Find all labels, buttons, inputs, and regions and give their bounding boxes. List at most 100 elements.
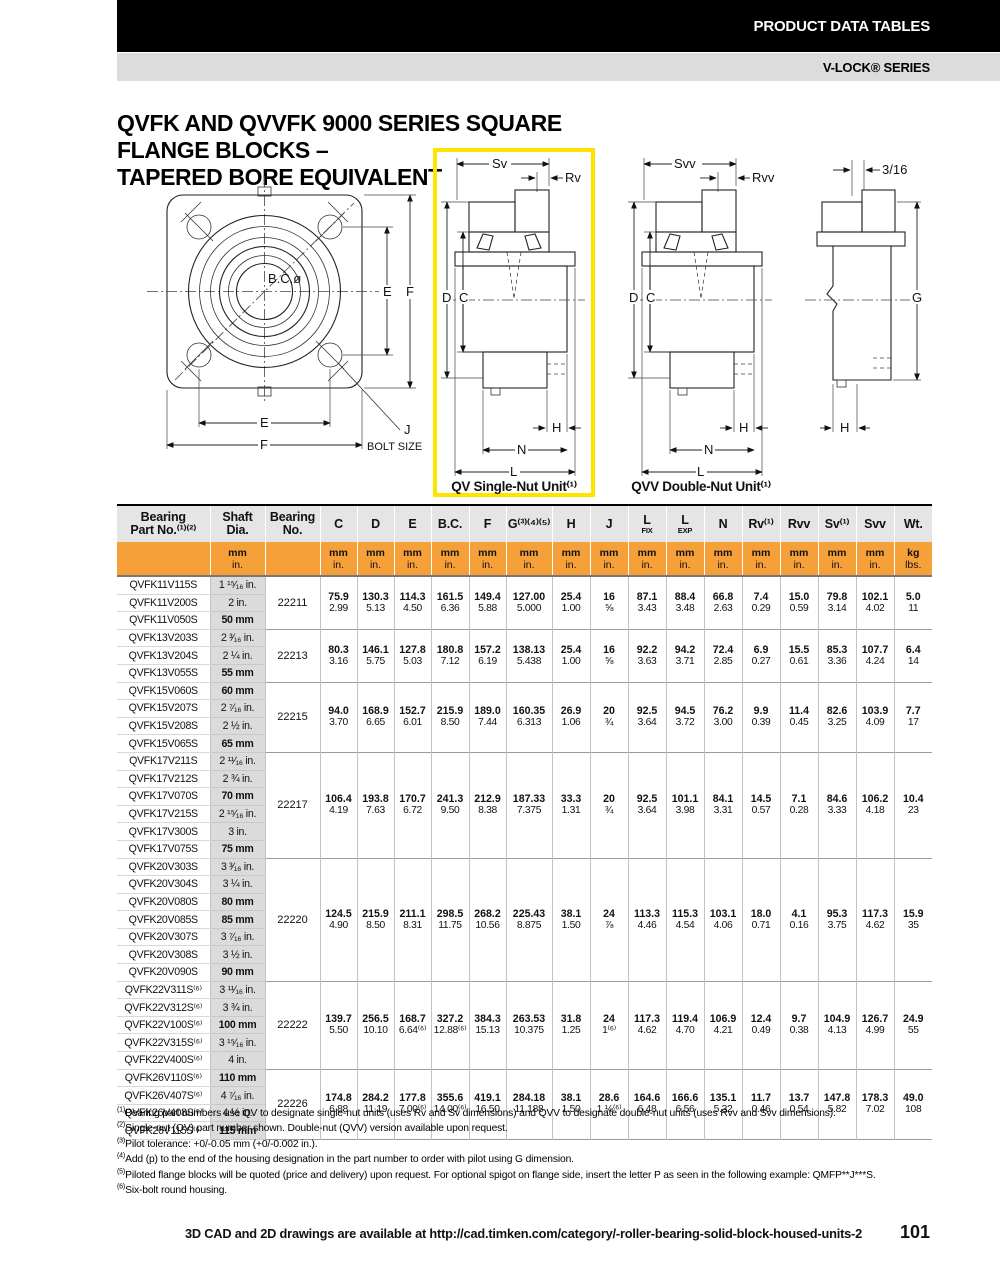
units-cell: mm in. bbox=[627, 542, 666, 577]
dimension-value-cell: 103.1 4.06 bbox=[703, 857, 742, 982]
part-number-cell: QVFK17V215S bbox=[117, 805, 210, 824]
table-row: QVFK17V211S 2 ¹¹⁄₁₆ in. 22217 106.4 4.19 193.… bbox=[117, 751, 932, 858]
dimension-value-cell: 114.3 4.50 bbox=[393, 576, 431, 630]
shaft-dia-cell: 4 ⁷⁄₁₆ in. bbox=[209, 1086, 265, 1105]
dimension-value-cell: 84.1 3.31 bbox=[703, 751, 742, 858]
shaft-dia-cell: 85 mm bbox=[209, 910, 265, 929]
units-cell: mm in. bbox=[665, 542, 704, 577]
dim-svv-label: Svv bbox=[674, 156, 696, 171]
dimension-value-cell: 139.7 5.50 bbox=[319, 980, 357, 1070]
dimension-value-cell: 157.2 6.19 bbox=[468, 628, 506, 683]
dimension-value-cell: 327.2 12.88⁽⁶⁾ bbox=[430, 980, 469, 1070]
dimension-value-cell: 94.5 3.72 bbox=[665, 681, 704, 753]
table-row: QVFK20V085S 85 mm bbox=[117, 910, 932, 929]
table-row: QVFK22V315S⁽⁶⁾ 3 ¹⁵⁄₁₆ in. bbox=[117, 1033, 932, 1053]
units-cell: kg lbs. bbox=[893, 542, 932, 577]
page-header-bar: PRODUCT DATA TABLES bbox=[117, 0, 1000, 52]
header-bar-label: PRODUCT DATA TABLES bbox=[753, 17, 931, 35]
table-row: QVFK15V065S 65 mm bbox=[117, 734, 932, 753]
dimension-value-cell: 9.9 0.39 bbox=[741, 681, 780, 753]
dimension-value-cell: 87.1 3.43 bbox=[627, 576, 666, 630]
dim-n-label: N bbox=[704, 442, 713, 457]
dimension-value-cell: 20 ¾ bbox=[589, 681, 628, 753]
units-cell: mm in. bbox=[817, 542, 856, 577]
dimension-value-cell: 104.9 4.13 bbox=[817, 980, 856, 1070]
shaft-dia-cell: 3 ¾ in. bbox=[209, 998, 265, 1017]
part-number-cell: QVFK17V070S bbox=[117, 787, 210, 806]
units-cell: mm in. bbox=[393, 542, 431, 577]
shaft-dia-cell: 4 in. bbox=[209, 1051, 265, 1070]
page-title-line1: QVFK AND QVVFK 9000 SERIES SQUARE FLANGE… bbox=[117, 110, 562, 163]
dimension-value-cell: 5.0 11 bbox=[893, 576, 932, 630]
bc-diameter-label: B.C.ø bbox=[268, 271, 301, 286]
part-number-cell: QVFK13V055S bbox=[117, 664, 210, 683]
dim-n-label: N bbox=[517, 442, 526, 457]
footnotes-block: (1)Bearing part numbers use QV to design… bbox=[117, 1106, 930, 1198]
table-row: QVFK11V200S 2 in. bbox=[117, 594, 932, 613]
bearing-no-cell: 22220 bbox=[264, 857, 320, 982]
bearing-no-cell: 22226 bbox=[264, 1068, 320, 1140]
shaft-dia-cell: 2 ½ in. bbox=[209, 717, 265, 736]
shaft-dia-cell: 50 mm bbox=[209, 611, 265, 630]
dimension-value-cell: 72.4 2.85 bbox=[703, 628, 742, 683]
dimension-value-cell: 31.8 1.25 bbox=[551, 980, 590, 1070]
dim-e-bottom: E bbox=[260, 415, 269, 430]
part-number-cell: QVFK22V311S⁽⁶⁾ bbox=[117, 980, 210, 1000]
dim-c-label: C bbox=[646, 290, 655, 305]
shaft-dia-cell: 3 ⁷⁄₁₆ in. bbox=[209, 928, 265, 947]
dimension-value-cell: 15.5 0.61 bbox=[779, 628, 818, 683]
dim-h-label: H bbox=[739, 420, 748, 435]
dimension-value-cell: 124.5 4.90 bbox=[319, 857, 357, 982]
units-row: mm in. mm in. mm in. mm in. mm in. mm in. mm in. mm in.… bbox=[117, 542, 932, 577]
part-number-cell: QVFK15V060S bbox=[117, 681, 210, 701]
table-row: QVFK15V208S 2 ½ in. bbox=[117, 717, 932, 736]
qv-single-nut-drawing: Sv Rv D bbox=[433, 148, 595, 497]
dimension-value-cell: 126.7 4.99 bbox=[855, 980, 894, 1070]
shaft-dia-cell: 2 ¾ in. bbox=[209, 770, 265, 789]
dimension-value-cell: 177.8 7.00⁽⁶⁾ bbox=[393, 1068, 431, 1140]
shaft-dia-cell: 70 mm bbox=[209, 787, 265, 806]
shaft-dia-cell: 55 mm bbox=[209, 664, 265, 683]
units-cell: mm in. bbox=[703, 542, 742, 577]
dimension-value-cell: 82.6 3.25 bbox=[817, 681, 856, 753]
table-row: QVFK20V090S 90 mm bbox=[117, 963, 932, 982]
part-number-cell: QVFK20V085S bbox=[117, 910, 210, 929]
dimension-value-cell: 10.4 23 bbox=[893, 751, 932, 858]
shaft-dia-cell: 2 ¹¹⁄₁₆ in. bbox=[209, 751, 265, 771]
dimension-value-cell: 127.8 5.03 bbox=[393, 628, 431, 683]
part-number-cell: QVFK15V065S bbox=[117, 734, 210, 753]
part-number-cell: QVFK22V312S⁽⁶⁾ bbox=[117, 998, 210, 1017]
shaft-dia-cell: 3 ½ in. bbox=[209, 945, 265, 965]
table-row: QVFK22V312S⁽⁶⁾ 3 ¾ in. bbox=[117, 998, 932, 1017]
dimension-value-cell: 16 ⅝ bbox=[589, 628, 628, 683]
part-number-cell: QVFK17V211S bbox=[117, 751, 210, 771]
dimension-value-cell: 117.3 4.62 bbox=[855, 857, 894, 982]
units-cell: mm in. bbox=[589, 542, 628, 577]
part-number-cell: QVFK26V110S⁽⁶⁾ bbox=[117, 1068, 210, 1088]
column-header: D bbox=[356, 505, 394, 542]
dimension-value-cell: 102.1 4.02 bbox=[855, 576, 894, 630]
table-row: QVFK26V115S⁽⁶⁾ 115 mm bbox=[117, 1121, 932, 1140]
units-cell: mm in. bbox=[741, 542, 780, 577]
qvv-double-nut-drawing: Svv Rvv bbox=[627, 156, 775, 494]
dimension-value-cell: 193.8 7.63 bbox=[356, 751, 394, 858]
table-row: QVFK22V311S⁽⁶⁾ 3 ¹¹⁄₁₆ in. 22222 139.7 5.50 2… bbox=[117, 980, 932, 1070]
bearing-no-cell: 22211 bbox=[264, 576, 320, 630]
dim-l-label: L bbox=[510, 464, 517, 479]
dimension-value-cell: 4.1 0.16 bbox=[779, 857, 818, 982]
shaft-dia-cell: 3 ¹⁵⁄₁₆ in. bbox=[209, 1033, 265, 1053]
dimension-value-cell: 79.8 3.14 bbox=[817, 576, 856, 630]
dimension-value-cell: 38.1 1.50 bbox=[551, 857, 590, 982]
part-number-cell: QVFK17V300S bbox=[117, 822, 210, 841]
dimension-value-cell: 24 ⅞ bbox=[589, 857, 628, 982]
shaft-dia-cell: 110 mm bbox=[209, 1068, 265, 1088]
dimension-value-cell: 75.9 2.99 bbox=[319, 576, 357, 630]
dimension-value-cell: 9.7 0.38 bbox=[779, 980, 818, 1070]
part-number-cell: QVFK20V080S bbox=[117, 893, 210, 912]
part-number-cell: QVFK22V100S⁽⁶⁾ bbox=[117, 1016, 210, 1035]
part-number-cell: QVFK17V212S bbox=[117, 770, 210, 789]
dimension-value-cell: 189.0 7.44 bbox=[468, 681, 506, 753]
dim-d-label: D bbox=[629, 290, 638, 305]
dimension-value-cell: 161.5 6.36 bbox=[430, 576, 469, 630]
